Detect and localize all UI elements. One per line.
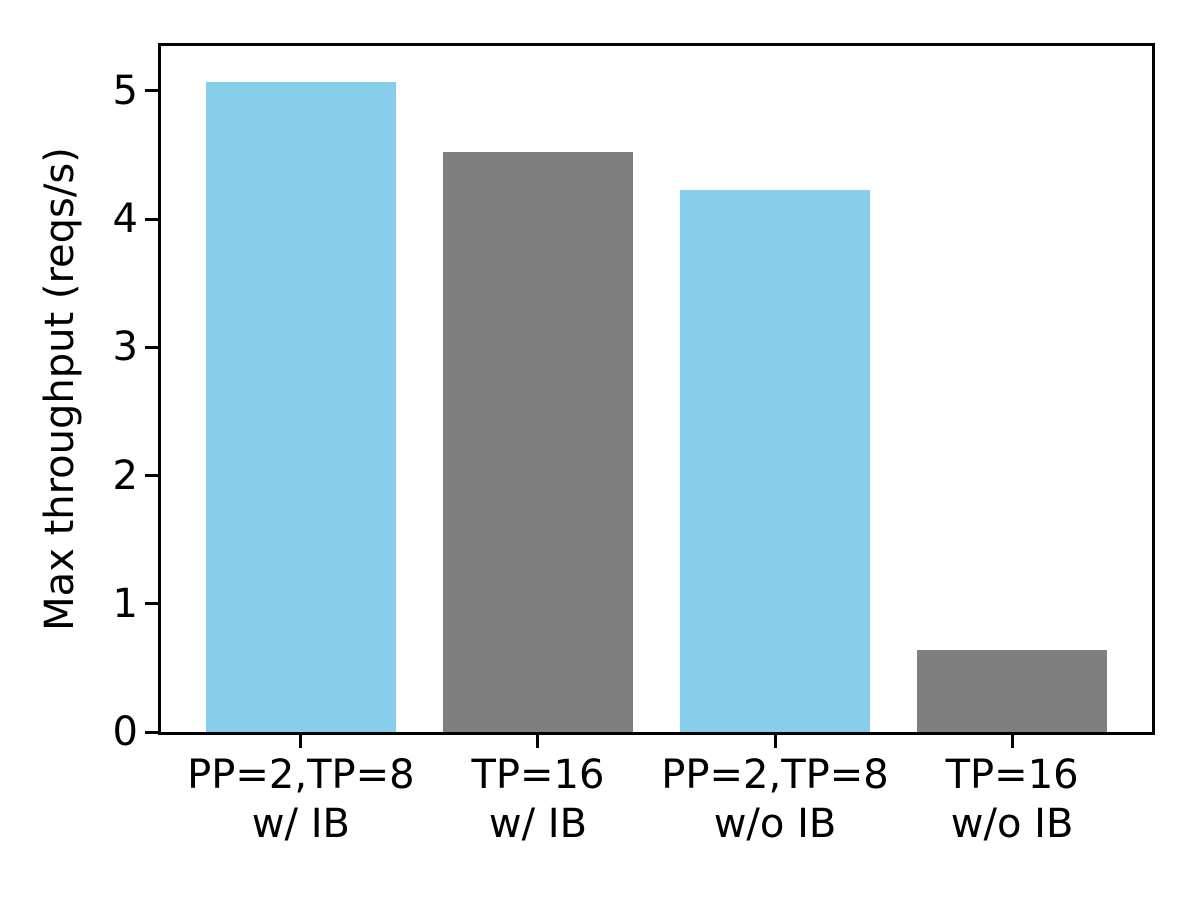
y-tick-mark-2: [145, 474, 158, 478]
y-axis-label: Max throughput (reqs/s): [37, 147, 83, 631]
y-tick-mark-5: [145, 89, 158, 93]
x-tick-label-1: TP=16 w/ IB: [471, 752, 605, 847]
x-tick-mark-0: [299, 735, 303, 748]
bar-3: [917, 649, 1107, 732]
x-tick-mark-1: [536, 735, 540, 748]
x-tick-mark-3: [1010, 735, 1014, 748]
bar-1: [443, 152, 633, 732]
plot-area: [158, 43, 1155, 735]
bar-2: [680, 189, 870, 732]
y-tick-mark-4: [145, 217, 158, 221]
bar-0: [206, 81, 396, 732]
y-tick-mark-0: [145, 730, 158, 734]
x-tick-mark-2: [773, 735, 777, 748]
x-tick-label-3: TP=16 w/o IB: [945, 752, 1079, 847]
y-tick-mark-1: [145, 602, 158, 606]
x-tick-label-2: PP=2,TP=8 w/o IB: [661, 752, 889, 847]
x-tick-label-0: PP=2,TP=8 w/ IB: [187, 752, 415, 847]
y-tick-mark-3: [145, 345, 158, 349]
